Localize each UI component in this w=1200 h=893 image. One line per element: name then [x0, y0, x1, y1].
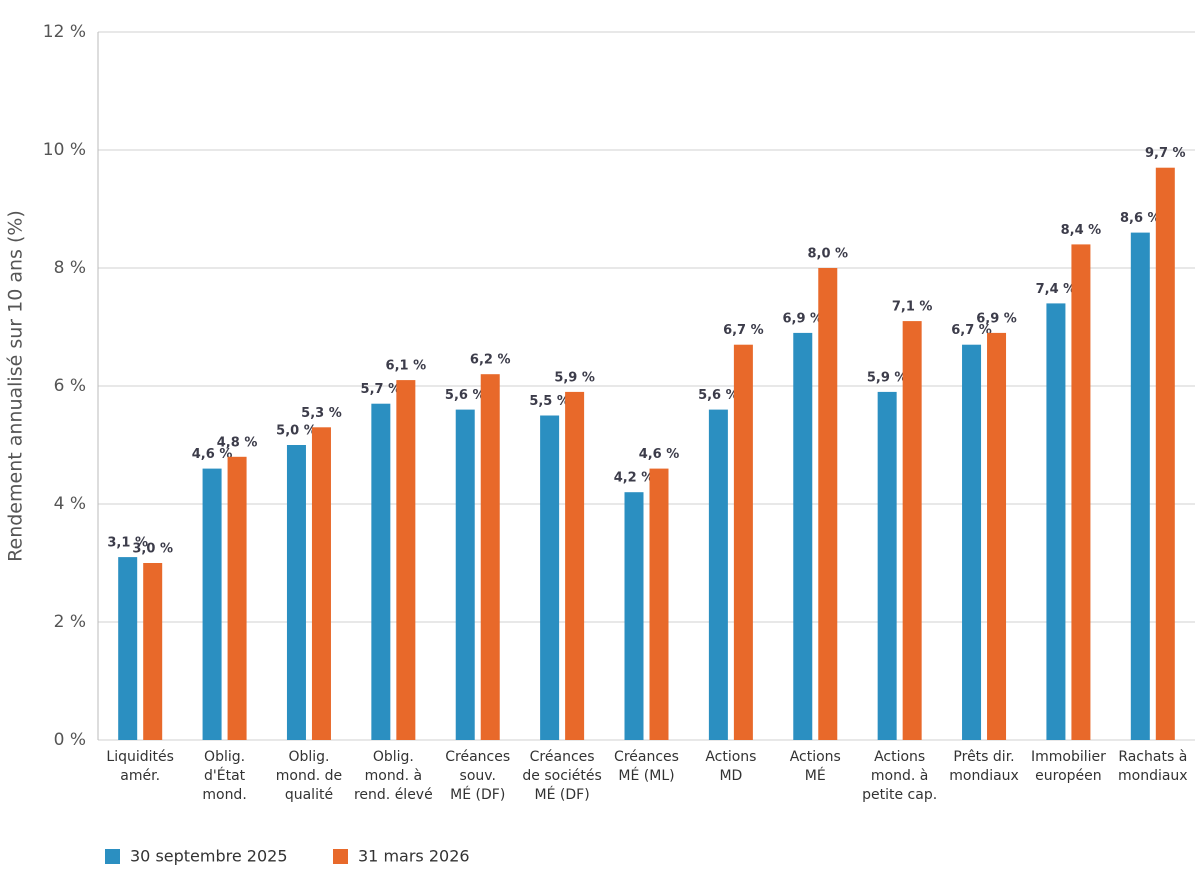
bar	[227, 456, 247, 740]
value-label: 5,6 %	[445, 388, 486, 403]
x-tick-label: rend. élevé	[354, 787, 433, 803]
x-tick-label: souv.	[460, 768, 496, 784]
bar	[708, 409, 728, 740]
bar	[311, 427, 331, 740]
x-tick-label: Oblig.	[288, 749, 329, 765]
value-label: 8,4 %	[1061, 223, 1102, 238]
x-tick-label: Liquidités	[106, 749, 174, 765]
x-tick-label: Créances	[614, 749, 679, 765]
bar	[1071, 244, 1091, 740]
x-tick-label: Rachats à	[1118, 749, 1187, 765]
value-label: 8,6 %	[1120, 211, 1161, 226]
x-tick-label: Actions	[790, 749, 841, 765]
bar	[987, 332, 1007, 740]
bar	[962, 344, 982, 740]
value-label: 4,8 %	[217, 435, 258, 450]
value-label: 3,1 %	[107, 536, 148, 551]
value-label: 7,1 %	[892, 300, 933, 315]
y-tick-label: 8 %	[54, 258, 86, 278]
x-tick-label: européen	[1035, 768, 1102, 784]
x-tick-label: MÉ (ML)	[618, 767, 674, 784]
value-label: 9,7 %	[1145, 146, 1186, 161]
value-label: 8,0 %	[807, 247, 848, 262]
y-tick-label: 10 %	[43, 140, 86, 160]
bar	[286, 445, 306, 740]
value-label: 5,0 %	[276, 424, 317, 439]
x-tick-label: Créances	[445, 749, 510, 765]
value-label: 5,6 %	[698, 388, 739, 403]
bar	[649, 468, 669, 740]
value-label: 6,9 %	[976, 311, 1017, 326]
value-label: 6,7 %	[951, 323, 992, 338]
x-tick-label: MÉ (DF)	[450, 786, 505, 803]
x-tick-label: MD	[719, 768, 742, 784]
value-label: 5,5 %	[529, 394, 570, 409]
x-tick-label: amér.	[120, 768, 160, 784]
x-tick-label: mondiaux	[949, 768, 1019, 784]
bar	[565, 391, 585, 740]
value-label: 5,7 %	[361, 382, 402, 397]
value-label: 5,9 %	[554, 370, 595, 385]
legend-swatch	[333, 849, 348, 864]
x-tick-label: mond. de	[276, 768, 342, 784]
x-tick-label: petite cap.	[862, 787, 937, 803]
value-label: 4,6 %	[192, 447, 233, 462]
legend-swatch	[105, 849, 120, 864]
bar	[902, 321, 922, 740]
value-label: 5,9 %	[867, 370, 908, 385]
bar	[1046, 303, 1066, 740]
value-label: 7,4 %	[1036, 282, 1077, 297]
bar	[624, 492, 644, 740]
bar	[455, 409, 475, 740]
bar	[396, 380, 416, 740]
bar	[1130, 232, 1150, 740]
y-tick-label: 0 %	[54, 730, 86, 750]
value-label: 6,2 %	[470, 353, 511, 368]
bar	[818, 268, 838, 740]
value-label: 6,7 %	[723, 323, 764, 338]
x-tick-label: MÉ	[805, 767, 826, 784]
value-label: 6,9 %	[782, 311, 823, 326]
x-tick-label: mond. à	[871, 768, 928, 784]
value-label: 4,6 %	[639, 447, 680, 462]
x-tick-label: Actions	[705, 749, 756, 765]
x-tick-label: Oblig.	[373, 749, 414, 765]
y-tick-label: 2 %	[54, 612, 86, 632]
x-tick-label: d'État	[204, 767, 246, 784]
x-tick-label: de sociétés	[522, 768, 601, 784]
x-tick-label: Créances	[530, 749, 595, 765]
bar	[118, 557, 138, 740]
bar	[371, 403, 391, 740]
bar	[1155, 167, 1175, 740]
y-tick-label: 12 %	[43, 22, 86, 42]
bar	[480, 374, 500, 740]
bar	[733, 344, 753, 740]
x-tick-label: qualité	[285, 787, 333, 803]
value-label: 3,0 %	[132, 542, 173, 557]
x-tick-label: mond. à	[365, 768, 422, 784]
bar	[202, 468, 222, 740]
y-tick-label: 6 %	[54, 376, 86, 396]
legend-label: 31 mars 2026	[358, 847, 470, 866]
x-tick-label: Prêts dir.	[953, 749, 1014, 765]
bar	[877, 391, 897, 740]
x-tick-label: Oblig.	[204, 749, 245, 765]
bar	[143, 563, 163, 740]
bar	[793, 332, 813, 740]
x-tick-label: mond.	[202, 787, 246, 803]
value-label: 5,3 %	[301, 406, 342, 421]
x-tick-label: Immobilier	[1031, 749, 1106, 765]
x-tick-label: MÉ (DF)	[535, 786, 590, 803]
y-axis-label: Rendement annualisé sur 10 ans (%)	[5, 210, 27, 562]
y-tick-label: 4 %	[54, 494, 86, 514]
x-tick-label: mondiaux	[1118, 768, 1188, 784]
bar	[540, 415, 560, 740]
legend-label: 30 septembre 2025	[130, 847, 288, 866]
value-label: 4,2 %	[614, 471, 655, 486]
x-tick-label: Actions	[874, 749, 925, 765]
value-label: 6,1 %	[386, 359, 427, 374]
